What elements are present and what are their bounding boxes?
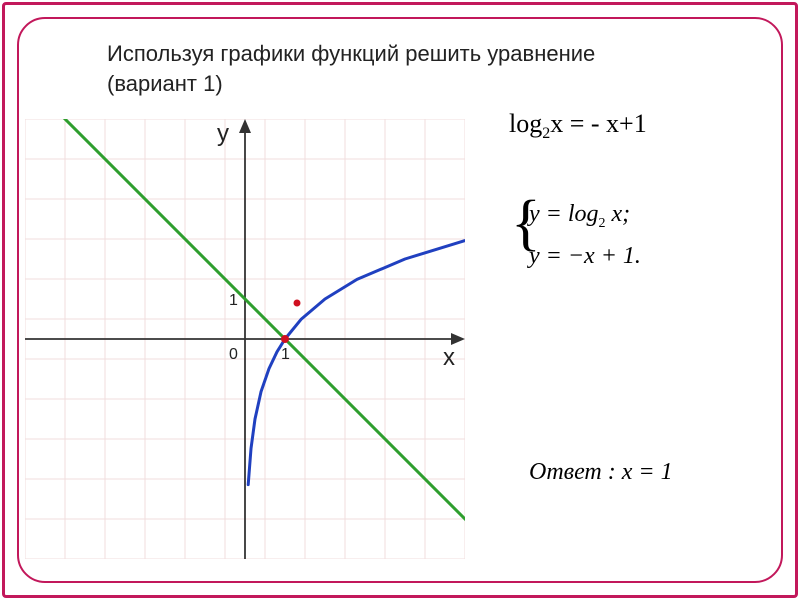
eq-log: log [509,109,542,138]
svg-text:y: y [217,120,229,147]
svg-text:0: 0 [229,346,238,363]
problem-title: Используя графики функций решить уравнен… [107,39,753,98]
outer-frame: Используя графики функций решить уравнен… [2,2,798,598]
function-chart: y x 0 1 1 [25,119,465,559]
content-area: Используя графики функций решить уравнен… [19,19,781,581]
title-line-1: Используя графики функций решить уравнен… [107,41,595,66]
chart-container: y x 0 1 1 [25,119,465,559]
brace-icon: { [511,192,541,254]
eq-rest: x = - x+1 [550,109,646,138]
answer-text: Ответ : x = 1 [529,459,673,486]
sys1-sub: 2 [599,216,606,231]
main-equation: log2x = - x+1 [509,109,647,143]
sys1-post: x; [606,201,631,227]
system-line-2: y = −x + 1. [529,236,641,277]
svg-text:x: x [443,344,455,371]
title-line-2: (вариант 1) [107,71,223,96]
system-line-1: y = log2 x; [529,194,641,236]
svg-text:1: 1 [281,346,290,363]
inner-frame: Используя графики функций решить уравнен… [17,17,783,583]
equation-system: { y = log2 x; y = −x + 1. [529,194,641,276]
svg-text:1: 1 [229,292,238,309]
